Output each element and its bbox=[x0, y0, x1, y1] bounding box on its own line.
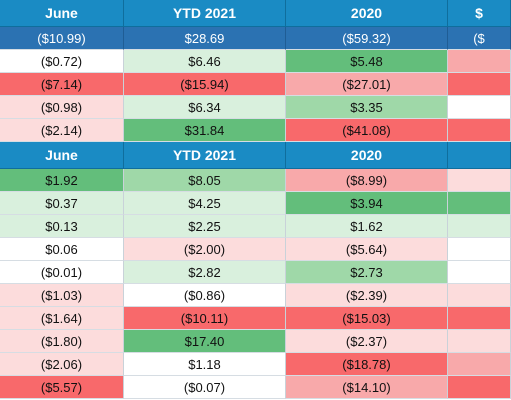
top-cell: ($0.98) bbox=[0, 96, 124, 119]
bottom-cell: ($5.57) bbox=[0, 376, 124, 399]
bottom-cell: $2.73 bbox=[286, 261, 448, 284]
bottom-cell: ($1.64) bbox=[0, 307, 124, 330]
top-cell: ($15.94) bbox=[124, 73, 286, 96]
top-cell bbox=[448, 119, 511, 142]
bottom-cell bbox=[448, 215, 511, 238]
bottom-cell: ($8.99) bbox=[286, 169, 448, 192]
bottom-header-cut-off[interactable] bbox=[448, 142, 511, 169]
bottom-cell: ($1.80) bbox=[0, 330, 124, 353]
bottom-header-june[interactable]: June bbox=[0, 142, 124, 169]
bottom-cell: $8.05 bbox=[124, 169, 286, 192]
top-cell: ($7.14) bbox=[0, 73, 124, 96]
bottom-cell: ($15.03) bbox=[286, 307, 448, 330]
bottom-cell: ($2.00) bbox=[124, 238, 286, 261]
bottom-cell bbox=[448, 261, 511, 284]
bottom-cell bbox=[448, 284, 511, 307]
bottom-cell: $1.62 bbox=[286, 215, 448, 238]
top-cell: ($0.72) bbox=[0, 50, 124, 73]
bottom-cell: ($5.64) bbox=[286, 238, 448, 261]
bottom-cell: $4.25 bbox=[124, 192, 286, 215]
top-cell bbox=[448, 73, 511, 96]
top-total-2020: ($59.32) bbox=[286, 27, 448, 50]
top-cell: $6.34 bbox=[124, 96, 286, 119]
bottom-cell: ($2.37) bbox=[286, 330, 448, 353]
top-cell: ($27.01) bbox=[286, 73, 448, 96]
bottom-cell: $0.13 bbox=[0, 215, 124, 238]
bottom-cell: $2.82 bbox=[124, 261, 286, 284]
bottom-cell: $0.37 bbox=[0, 192, 124, 215]
bottom-cell: ($2.06) bbox=[0, 353, 124, 376]
bottom-cell bbox=[448, 238, 511, 261]
top-header-cut-off[interactable]: $ bbox=[448, 0, 511, 27]
bottom-cell: ($2.39) bbox=[286, 284, 448, 307]
bottom-cell: $1.18 bbox=[124, 353, 286, 376]
top-header-2020[interactable]: 2020 bbox=[286, 0, 448, 27]
bottom-cell: ($18.78) bbox=[286, 353, 448, 376]
bottom-cell bbox=[448, 169, 511, 192]
top-header-june[interactable]: June bbox=[0, 0, 124, 27]
top-cell: $3.35 bbox=[286, 96, 448, 119]
top-cell: ($2.14) bbox=[0, 119, 124, 142]
top-cell bbox=[448, 50, 511, 73]
bottom-cell: $17.40 bbox=[124, 330, 286, 353]
bottom-cell: ($10.11) bbox=[124, 307, 286, 330]
bottom-cell: ($0.07) bbox=[124, 376, 286, 399]
bottom-header-ytd-2021[interactable]: YTD 2021 bbox=[124, 142, 286, 169]
bottom-cell: ($0.86) bbox=[124, 284, 286, 307]
top-total-june: ($10.99) bbox=[0, 27, 124, 50]
top-cell bbox=[448, 96, 511, 119]
bottom-cell: $1.92 bbox=[0, 169, 124, 192]
bottom-header-2020[interactable]: 2020 bbox=[286, 142, 448, 169]
top-cell: $5.48 bbox=[286, 50, 448, 73]
top-total-cut-off: ($ bbox=[448, 27, 511, 50]
top-header-ytd-2021[interactable]: YTD 2021 bbox=[124, 0, 286, 27]
bottom-cell bbox=[448, 192, 511, 215]
bottom-cell: $0.06 bbox=[0, 238, 124, 261]
bottom-cell: ($14.10) bbox=[286, 376, 448, 399]
bottom-cell: ($1.03) bbox=[0, 284, 124, 307]
bottom-cell bbox=[448, 376, 511, 399]
bottom-cell bbox=[448, 353, 511, 376]
top-cell: $31.84 bbox=[124, 119, 286, 142]
top-cell: $6.46 bbox=[124, 50, 286, 73]
bottom-cell: $3.94 bbox=[286, 192, 448, 215]
bottom-cell: ($0.01) bbox=[0, 261, 124, 284]
bottom-cell bbox=[448, 307, 511, 330]
bottom-cell: $2.25 bbox=[124, 215, 286, 238]
top-cell: ($41.08) bbox=[286, 119, 448, 142]
bottom-cell bbox=[448, 330, 511, 353]
top-total-ytd-2021: $28.69 bbox=[124, 27, 286, 50]
